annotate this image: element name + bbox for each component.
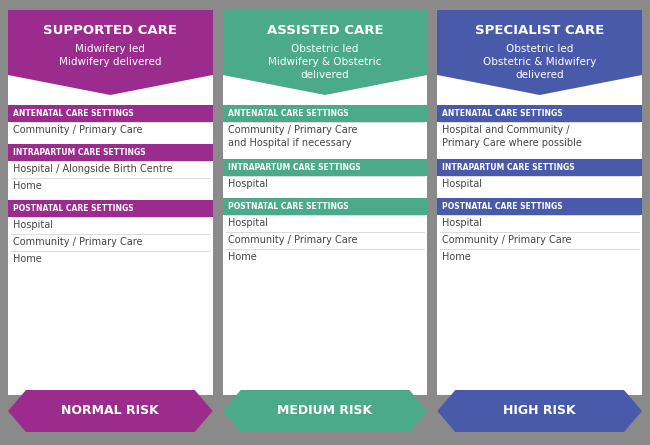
Text: Home: Home	[13, 181, 42, 191]
Text: Community / Primary Care: Community / Primary Care	[13, 237, 142, 247]
Text: Community / Primary Care: Community / Primary Care	[13, 125, 142, 135]
Bar	[223, 10, 427, 395]
Bar	[223, 159, 427, 176]
Bar	[8, 10, 213, 395]
Bar	[8, 10, 213, 75]
Text: Obstetric led
Obstetric & Midwifery
delivered: Obstetric led Obstetric & Midwifery deli…	[483, 44, 596, 81]
Text: Hospital: Hospital	[227, 179, 268, 189]
Text: Community / Primary Care: Community / Primary Care	[443, 235, 572, 245]
Polygon shape	[437, 75, 642, 95]
Text: Midwifery led
Midwifery delivered: Midwifery led Midwifery delivered	[59, 44, 162, 67]
Bar	[437, 10, 642, 75]
Polygon shape	[8, 390, 213, 432]
Bar	[437, 159, 642, 176]
Text: Hospital: Hospital	[443, 218, 482, 228]
Text: ANTENATAL CARE SETTINGS: ANTENATAL CARE SETTINGS	[227, 109, 348, 118]
Text: Hospital and Community /
Primary Care where possible: Hospital and Community / Primary Care wh…	[443, 125, 582, 148]
Polygon shape	[223, 390, 427, 432]
Bar	[223, 10, 427, 75]
Text: Home: Home	[227, 252, 256, 262]
Text: SPECIALIST CARE: SPECIALIST CARE	[475, 24, 604, 37]
Polygon shape	[437, 390, 642, 432]
Text: SUPPORTED CARE: SUPPORTED CARE	[44, 24, 177, 37]
Text: Hospital: Hospital	[227, 218, 268, 228]
Text: ANTENATAL CARE SETTINGS: ANTENATAL CARE SETTINGS	[13, 109, 134, 118]
Text: Obstetric led
Midwifery & Obstetric
delivered: Obstetric led Midwifery & Obstetric deli…	[268, 44, 382, 81]
Bar	[223, 198, 427, 215]
Text: ASSISTED CARE: ASSISTED CARE	[266, 24, 384, 37]
Text: INTRAPARTUM CARE SETTINGS: INTRAPARTUM CARE SETTINGS	[227, 163, 360, 172]
Bar	[8, 105, 213, 122]
Text: HIGH RISK: HIGH RISK	[503, 405, 576, 417]
Text: POSTNATAL CARE SETTINGS: POSTNATAL CARE SETTINGS	[13, 204, 134, 213]
Text: MEDIUM RISK: MEDIUM RISK	[278, 405, 372, 417]
Text: INTRAPARTUM CARE SETTINGS: INTRAPARTUM CARE SETTINGS	[443, 163, 575, 172]
Text: Home: Home	[443, 252, 471, 262]
Text: POSTNATAL CARE SETTINGS: POSTNATAL CARE SETTINGS	[227, 202, 348, 211]
Bar	[437, 198, 642, 215]
Text: POSTNATAL CARE SETTINGS: POSTNATAL CARE SETTINGS	[443, 202, 563, 211]
Text: Hospital: Hospital	[13, 220, 53, 230]
Text: Home: Home	[13, 254, 42, 264]
Text: Hospital: Hospital	[443, 179, 482, 189]
Text: Community / Primary Care
and Hospital if necessary: Community / Primary Care and Hospital if…	[227, 125, 357, 148]
Bar	[223, 105, 427, 122]
Polygon shape	[223, 75, 427, 95]
Text: NORMAL RISK: NORMAL RISK	[62, 405, 159, 417]
Text: INTRAPARTUM CARE SETTINGS: INTRAPARTUM CARE SETTINGS	[13, 148, 146, 157]
Bar	[8, 144, 213, 161]
Bar	[437, 10, 642, 395]
Text: ANTENATAL CARE SETTINGS: ANTENATAL CARE SETTINGS	[443, 109, 563, 118]
Bar	[8, 200, 213, 217]
Bar	[437, 105, 642, 122]
Polygon shape	[8, 75, 213, 95]
Text: Hospital / Alongside Birth Centre: Hospital / Alongside Birth Centre	[13, 164, 173, 174]
Text: Community / Primary Care: Community / Primary Care	[227, 235, 357, 245]
